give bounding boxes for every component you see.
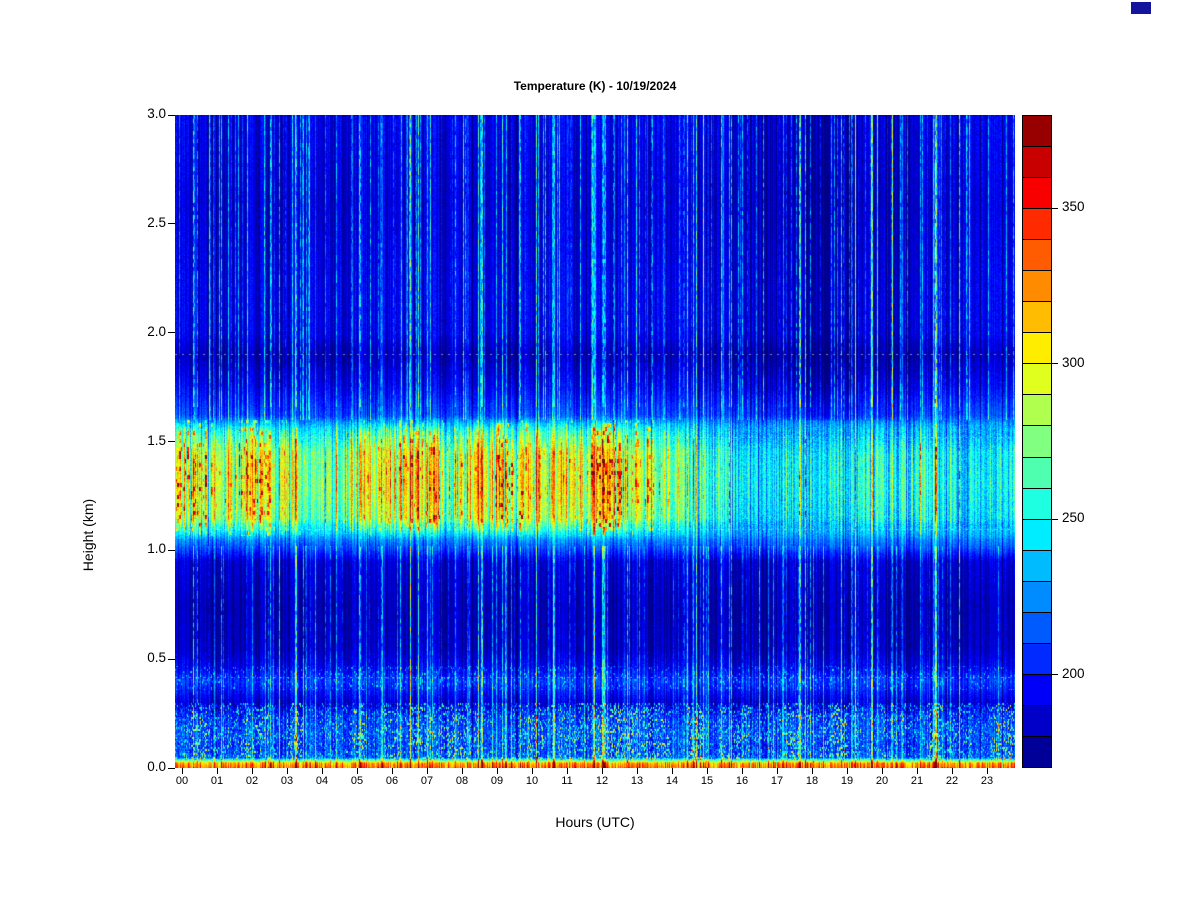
y-tick-mark [168, 658, 175, 660]
y-tick-mark [168, 332, 175, 334]
colorbar-segment [1023, 426, 1051, 458]
x-tick-mark [356, 768, 358, 774]
y-tick-mark [168, 767, 175, 769]
colorbar-tick-label: 200 [1062, 665, 1085, 681]
x-tick-label: 17 [770, 775, 784, 787]
x-axis-label: Hours (UTC) [555, 814, 635, 830]
x-tick-label: 20 [875, 775, 889, 787]
x-tick-label: 11 [561, 775, 573, 787]
colorbar-segment [1023, 147, 1051, 179]
colorbar-tick-mark [1052, 363, 1058, 365]
colorbar-segment [1023, 736, 1051, 767]
x-tick-label: 06 [385, 775, 399, 787]
x-tick-label: 05 [350, 775, 364, 787]
x-tick-label: 18 [805, 775, 819, 787]
colorbar-segment [1023, 488, 1051, 520]
colorbar-segment [1023, 271, 1051, 303]
heatmap-canvas [175, 115, 1015, 768]
colorbar-tick-label: 350 [1062, 199, 1085, 215]
colorbar-segment [1023, 364, 1051, 396]
x-tick-mark [496, 768, 498, 774]
colorbar-tick-label: 250 [1062, 510, 1085, 526]
y-tick-label: 0.0 [147, 759, 166, 774]
colorbar-segment [1023, 395, 1051, 427]
x-tick-label: 13 [630, 775, 644, 787]
x-tick-mark [951, 768, 953, 774]
x-tick-label: 03 [280, 775, 294, 787]
x-tick-label: 01 [210, 775, 224, 787]
x-tick-label: 00 [175, 775, 189, 787]
y-tick-mark [168, 441, 175, 442]
x-tick-label: 10 [525, 775, 539, 787]
x-tick-mark [426, 768, 428, 774]
x-tick-mark [286, 768, 288, 774]
x-tick-mark [916, 768, 918, 774]
colorbar-segment [1023, 550, 1051, 582]
colorbar-segment [1023, 240, 1051, 272]
y-tick-label: 2.0 [147, 323, 166, 339]
x-tick-mark [391, 768, 393, 774]
y-axis-label: Height (km) [80, 498, 96, 572]
x-tick-label: 21 [910, 775, 924, 787]
colorbar-segment [1023, 643, 1051, 675]
x-tick-mark [216, 768, 218, 774]
x-tick-mark [566, 768, 568, 774]
x-tick-label: 12 [595, 775, 609, 787]
y-tick-label: 2.5 [147, 214, 166, 230]
x-tick-label: 16 [735, 775, 749, 787]
y-tick-label: 0.5 [147, 650, 166, 666]
x-tick-mark [811, 768, 813, 774]
x-tick-label: 04 [315, 775, 329, 787]
x-tick-label: 15 [700, 775, 714, 787]
x-tick-label: 09 [490, 775, 504, 787]
colorbar-tick-mark [1052, 518, 1058, 520]
x-tick-mark [251, 768, 253, 774]
colorbar-segment [1023, 457, 1051, 489]
x-tick-label: 19 [840, 775, 854, 787]
y-tick-label: 3.0 [147, 106, 166, 121]
colorbar-tick-label: 300 [1062, 354, 1085, 370]
corner-artifact [1131, 2, 1151, 14]
chart-title: Temperature (K) - 10/19/2024 [513, 79, 677, 93]
colorbar-segment [1023, 116, 1051, 148]
y-tick-label: 1.0 [147, 541, 166, 557]
colorbar-segment [1023, 674, 1051, 706]
y-tick-mark [168, 549, 175, 551]
x-tick-label: 22 [945, 775, 959, 787]
x-tick-label: 02 [245, 775, 259, 787]
colorbar-segment [1023, 581, 1051, 613]
colorbar-segment [1023, 333, 1051, 365]
x-tick-mark [706, 768, 708, 774]
x-tick-mark [986, 768, 988, 774]
x-tick-mark [776, 768, 778, 774]
colorbar-segment [1023, 302, 1051, 334]
x-tick-mark [461, 768, 463, 774]
x-tick-label: 14 [665, 775, 679, 787]
y-tick-label: 1.5 [147, 432, 166, 448]
y-tick-mark [168, 114, 175, 116]
x-tick-mark [741, 768, 743, 774]
colorbar-tick-mark [1052, 207, 1058, 209]
x-tick-label: 08 [455, 775, 469, 787]
colorbar-segment [1023, 209, 1051, 241]
colorbar-segment [1023, 519, 1051, 551]
x-tick-mark [881, 768, 883, 774]
x-tick-mark [671, 768, 673, 774]
colorbar-tick-mark [1052, 674, 1058, 676]
x-tick-mark [636, 768, 638, 774]
colorbar-segment [1023, 178, 1051, 210]
x-tick-label: 07 [420, 775, 434, 787]
x-tick-label: 23 [980, 775, 994, 787]
colorbar [1022, 115, 1052, 768]
x-tick-mark [601, 768, 603, 774]
y-tick-mark [168, 223, 175, 225]
colorbar-segment [1023, 705, 1051, 737]
colorbar-segment [1023, 612, 1051, 644]
x-tick-mark [181, 768, 183, 774]
x-tick-mark [846, 768, 848, 774]
x-tick-mark [531, 768, 533, 774]
x-tick-mark [321, 768, 323, 774]
